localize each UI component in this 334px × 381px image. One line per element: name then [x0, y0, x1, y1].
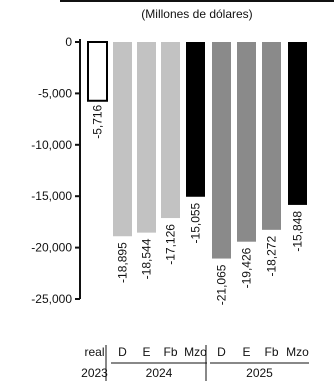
- top-rule: [60, 0, 334, 2]
- bar: [137, 42, 156, 233]
- category-label: D: [217, 345, 226, 359]
- y-tick-label: 0: [65, 35, 72, 49]
- bar: [113, 42, 132, 237]
- y-tick-label: -20,000: [31, 241, 72, 255]
- category-labels-group: real D E Fb Mzo D E Fb Mzo 2023 2024 2025: [81, 345, 309, 381]
- data-label: -19,426: [240, 247, 254, 288]
- data-label: -18,544: [140, 238, 154, 279]
- bar: [262, 42, 281, 230]
- category-label: Fb: [264, 345, 278, 359]
- y-tick-label: -25,000: [31, 292, 72, 306]
- category-label: Mzo: [286, 345, 309, 359]
- y-axis-group: 0 -5,000 -10,000 -15,000 -20,000 -25,000: [31, 35, 81, 306]
- bar: [161, 42, 180, 219]
- bar: [212, 42, 231, 259]
- year-group-label: 2025: [246, 366, 273, 380]
- data-label: -5,716: [91, 104, 105, 138]
- y-tick-label: -15,000: [31, 189, 72, 203]
- category-label: real: [84, 345, 104, 359]
- data-labels-group: -5,716 -18,895 -18,544 -17,126 -15,055 -21,06…: [91, 104, 305, 305]
- data-label: -18,272: [265, 236, 279, 277]
- bar: [186, 42, 205, 197]
- category-label: E: [242, 345, 250, 359]
- year-group-label: 2023: [81, 366, 108, 380]
- bar: [237, 42, 256, 242]
- category-label: Mzo: [184, 345, 207, 359]
- chart-subtitle: (Millones de dólares): [141, 7, 253, 21]
- data-label: -17,126: [164, 224, 178, 265]
- bar: [288, 42, 307, 205]
- data-label: -18,895: [116, 242, 130, 283]
- category-label: D: [118, 345, 127, 359]
- data-label: -21,065: [215, 264, 229, 305]
- year-group-label: 2024: [146, 366, 173, 380]
- data-label: -15,055: [189, 202, 203, 243]
- category-label: E: [142, 345, 150, 359]
- bars-group: [87, 41, 307, 259]
- y-tick-label: -10,000: [31, 138, 72, 152]
- bar: [87, 41, 108, 102]
- y-tick-label: -5,000: [38, 86, 72, 100]
- category-label: Fb: [163, 345, 177, 359]
- data-label: -15,848: [291, 211, 305, 252]
